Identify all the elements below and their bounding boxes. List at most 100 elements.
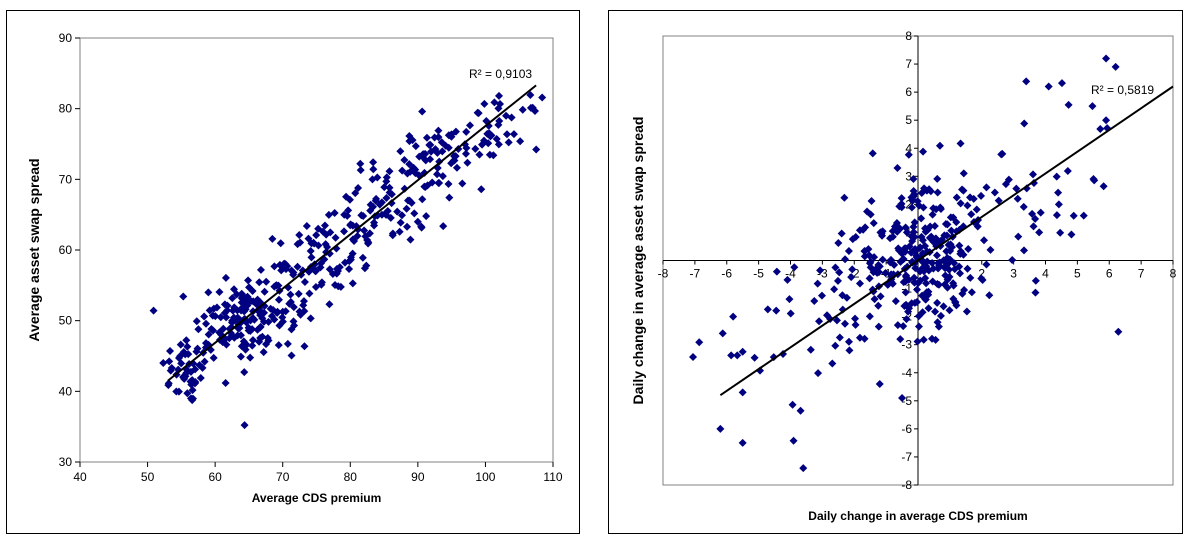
data-point: [949, 281, 958, 290]
data-point: [304, 234, 313, 243]
data-point: [1057, 79, 1066, 88]
data-point: [828, 359, 837, 368]
data-point: [893, 321, 902, 330]
data-point: [907, 203, 916, 212]
x-tick-label: 3: [1010, 267, 1017, 281]
data-point: [902, 315, 911, 324]
data-point: [900, 301, 909, 310]
y-tick-label: 4: [905, 141, 912, 155]
data-point: [789, 436, 798, 445]
data-point: [462, 127, 471, 136]
data-point: [919, 335, 928, 344]
data-point: [785, 295, 794, 304]
data-point: [325, 300, 334, 309]
data-point: [947, 226, 956, 235]
data-point: [844, 247, 853, 256]
data-point: [851, 314, 860, 323]
y-tick-label: -6: [901, 422, 912, 436]
data-point: [1056, 228, 1065, 237]
data-point: [474, 109, 483, 118]
y-tick-label: 90: [59, 31, 73, 45]
data-point: [865, 251, 874, 260]
x-tick-label: 100: [475, 470, 495, 484]
data-point: [848, 235, 857, 244]
x-tick-label: 70: [276, 470, 290, 484]
data-point: [1031, 214, 1040, 223]
data-point: [838, 291, 847, 300]
data-point: [928, 277, 937, 286]
data-point: [179, 292, 188, 301]
x-tick-label: 60: [208, 470, 222, 484]
data-point: [952, 227, 961, 236]
data-point: [874, 322, 883, 331]
data-point: [922, 186, 931, 195]
data-point: [294, 289, 303, 298]
y-tick-label: 5: [905, 113, 912, 127]
data-point: [783, 275, 792, 284]
data-point: [936, 311, 945, 320]
data-point: [192, 317, 201, 326]
data-point: [980, 236, 989, 245]
data-point: [484, 139, 493, 148]
data-point: [494, 140, 503, 149]
data-point: [1052, 211, 1061, 220]
data-point: [236, 331, 245, 340]
data-point: [418, 195, 427, 204]
data-point: [149, 306, 158, 315]
data-point: [286, 290, 295, 299]
trendline: [167, 84, 537, 382]
data-point: [1111, 62, 1120, 71]
data-point: [806, 345, 815, 354]
data-point: [193, 344, 202, 353]
data-point: [387, 190, 396, 199]
data-point: [928, 210, 937, 219]
data-point: [477, 185, 486, 194]
data-point: [897, 256, 906, 265]
data-point: [526, 91, 535, 100]
data-point: [406, 235, 415, 244]
data-point: [186, 394, 195, 403]
data-point: [220, 308, 229, 317]
data-point: [364, 238, 373, 247]
data-point: [870, 295, 879, 304]
data-point: [300, 277, 309, 286]
data-point: [360, 226, 369, 235]
data-point: [835, 333, 844, 342]
data-point: [918, 308, 927, 317]
data-point: [946, 240, 955, 249]
data-point: [441, 141, 450, 150]
data-point: [509, 130, 518, 139]
data-point: [865, 259, 874, 268]
data-point: [256, 307, 265, 316]
data-point: [369, 202, 378, 211]
data-point: [940, 231, 949, 240]
data-point: [182, 336, 191, 345]
data-point: [1114, 327, 1123, 336]
data-point: [890, 260, 899, 269]
data-point: [293, 262, 302, 271]
data-point: [913, 337, 922, 346]
data-point: [955, 241, 964, 250]
data-point: [848, 265, 857, 274]
data-point: [312, 231, 321, 240]
data-point: [931, 307, 940, 316]
data-point: [917, 188, 926, 197]
data-point: [538, 93, 547, 102]
x-tick-label: 4: [1042, 267, 1049, 281]
data-point: [198, 363, 207, 372]
data-point: [382, 177, 391, 186]
data-point: [847, 273, 856, 282]
data-point: [927, 334, 936, 343]
data-point: [869, 219, 878, 228]
data-point: [982, 183, 991, 192]
data-point: [450, 152, 459, 161]
data-point: [252, 300, 261, 309]
data-point: [485, 150, 494, 159]
data-point: [1019, 202, 1028, 211]
data-point: [1028, 170, 1037, 179]
data-point: [273, 308, 282, 317]
data-point: [420, 168, 429, 177]
data-point: [955, 262, 964, 271]
data-point: [1096, 124, 1105, 133]
data-point: [716, 424, 725, 433]
